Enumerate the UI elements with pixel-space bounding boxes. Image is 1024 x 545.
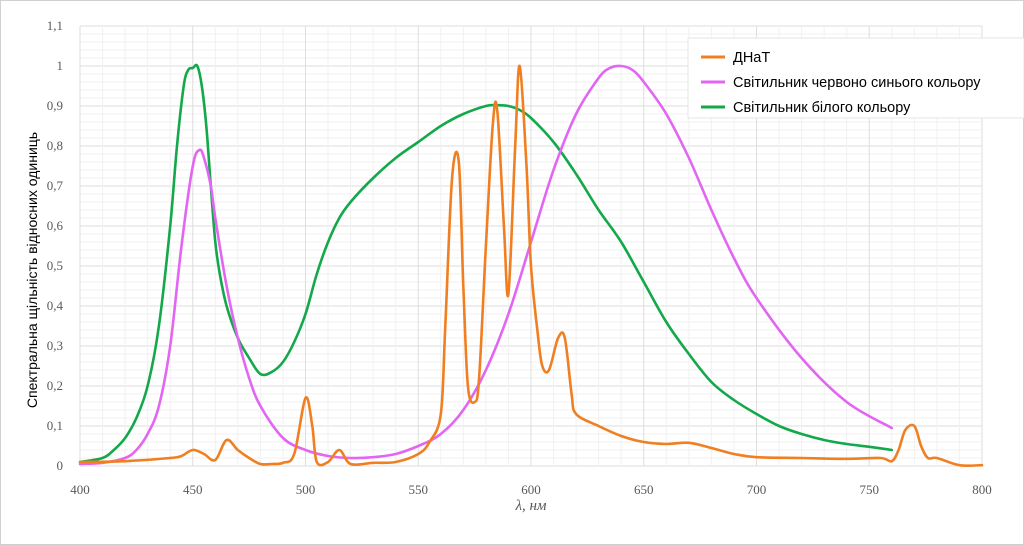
y-tick-label: 0,4 [47,298,64,313]
series-lines [78,63,984,468]
series-line-1 [78,64,894,466]
x-tick-label: 800 [972,482,992,497]
legend-label: Світильник білого кольору [733,100,911,116]
x-tick-label: 500 [296,482,316,497]
x-axis-label: λ, нм [514,498,546,514]
series-line-2 [78,63,894,464]
y-tick-label: 1 [57,58,64,73]
x-tick-label: 600 [521,482,541,497]
x-tick-label: 700 [747,482,767,497]
y-axis-ticks: 0 0,1 0,2 0,3 0,4 0,5 0,6 0,7 0,8 0,9 1 1,1 [47,18,64,473]
y-tick-label: 0,3 [47,338,63,353]
y-axis-label: Спектральна щільність відносних одиниць [24,132,40,408]
series-line-0 [78,64,984,468]
grid [79,25,983,467]
y-tick-label: 0,2 [47,378,63,393]
y-tick-label: 0,9 [47,98,63,113]
y-tick-label: 0,7 [47,178,64,193]
x-tick-label: 750 [860,482,880,497]
x-axis-ticks: 400 450 500 550 600 650 700 750 800 [70,482,992,497]
y-tick-label: 1,1 [47,18,63,33]
legend-box [687,37,1024,119]
x-tick-label: 450 [183,482,203,497]
legend-label: ДНаТ [733,50,770,66]
legend-label: Світильник червоно синього кольору [733,75,981,91]
x-tick-label: 550 [409,482,429,497]
y-tick-label: 0,8 [47,138,63,153]
legend: ДНаТ Світильник червоно синього кольору Св… [687,37,1024,119]
x-tick-label: 400 [70,482,90,497]
y-tick-label: 0,5 [47,258,63,273]
y-tick-label: 0 [57,458,64,473]
x-tick-label: 650 [634,482,654,497]
y-tick-label: 0,1 [47,418,63,433]
y-tick-label: 0,6 [47,218,64,233]
